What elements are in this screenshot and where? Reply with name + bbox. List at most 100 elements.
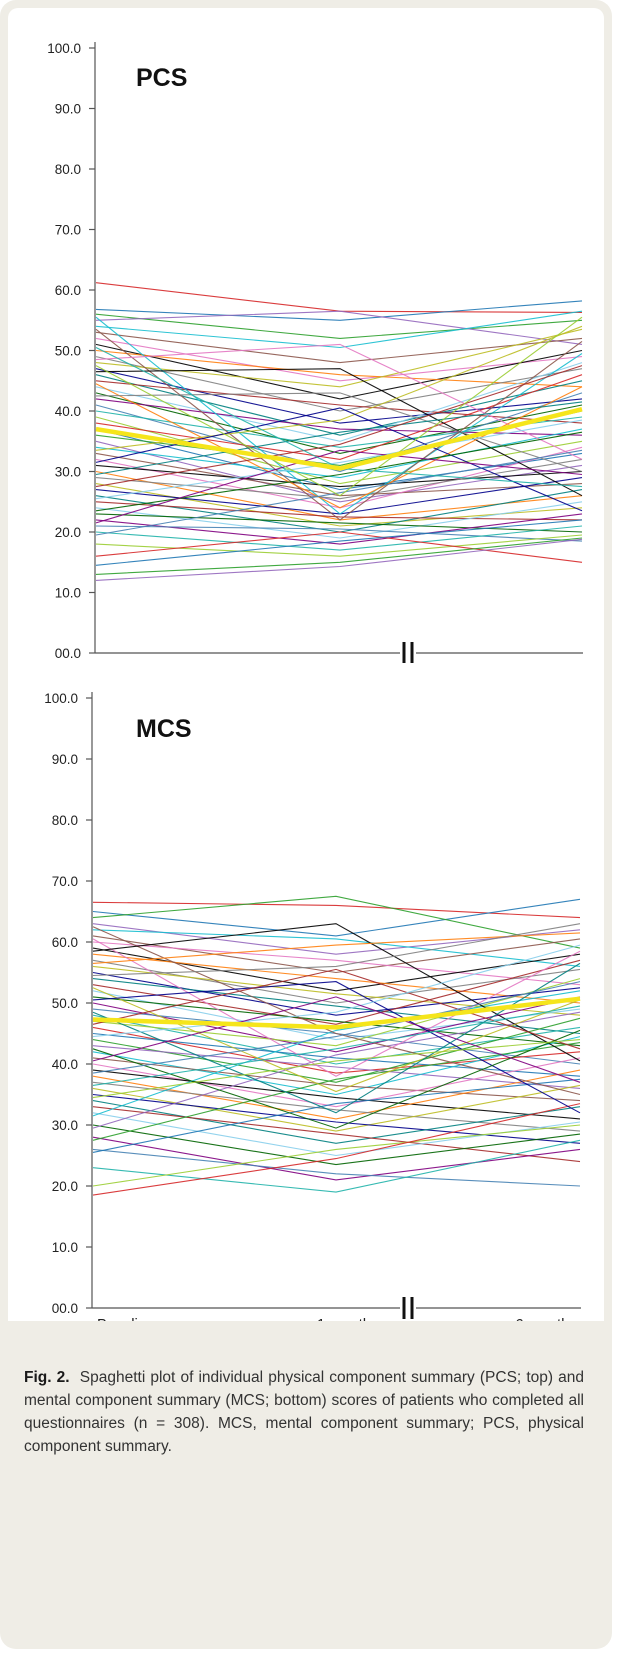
pcs-series-line xyxy=(95,310,583,349)
mcs-series-line xyxy=(92,962,581,1114)
pcs-series-line xyxy=(95,374,583,460)
mcs-series-line xyxy=(92,981,581,1074)
pcs-chart-title: PCS xyxy=(136,64,187,92)
pcs-y-tick-label: 100.0 xyxy=(47,41,81,56)
pcs-series-line xyxy=(95,458,583,500)
pcs-series-line xyxy=(95,337,583,382)
pcs-series-line xyxy=(95,501,583,521)
mcs-series-line xyxy=(92,1032,581,1077)
mcs-series-line xyxy=(92,978,581,1035)
mcs-series-line xyxy=(92,1069,581,1120)
pcs-series-line xyxy=(95,525,583,542)
mcs-series-line xyxy=(92,944,581,1038)
mcs-series-line xyxy=(92,1100,581,1144)
mcs-series-line xyxy=(92,929,581,967)
pcs-y-tick-label: 10.0 xyxy=(55,586,81,601)
pcs-series-line xyxy=(95,313,583,339)
pcs-y-tick-label: 50.0 xyxy=(55,344,81,359)
mcs-y-tick-label: 50.0 xyxy=(52,996,78,1011)
mcs-series-line xyxy=(92,1103,581,1196)
mcs-y-tick-label: 40.0 xyxy=(52,1057,78,1072)
mcs-chart-title: MCS xyxy=(136,715,192,743)
mcs-series-line xyxy=(92,923,581,1062)
pcs-y-tick-label: 90.0 xyxy=(55,102,81,117)
mcs-y-tick-label: 00.0 xyxy=(52,1301,78,1316)
pcs-series-line xyxy=(95,343,583,460)
mcs-series-line xyxy=(92,959,581,1025)
pcs-series-line xyxy=(95,449,583,536)
pcs-series-line xyxy=(95,416,583,485)
pcs-series-line xyxy=(95,328,583,521)
pcs-x-tick-label: Baseline xyxy=(100,661,158,663)
pcs-series-line xyxy=(95,316,583,515)
pcs-y-tick-label: 80.0 xyxy=(55,162,81,177)
pcs-series-line xyxy=(95,401,583,476)
mcs-y-tick-label: 30.0 xyxy=(52,1118,78,1133)
mcs-series-line xyxy=(92,990,581,1041)
pcs-series-line xyxy=(95,419,583,500)
mcs-y-tick-label: 20.0 xyxy=(52,1179,78,1194)
pcs-series-line xyxy=(95,440,583,503)
mcs-series-line xyxy=(92,941,581,986)
mcs-series-line xyxy=(92,1124,581,1187)
pcs-series-line xyxy=(95,537,583,575)
pcs-series-line xyxy=(95,362,583,442)
pcs-y-tick-label: 40.0 xyxy=(55,404,81,419)
pcs-series-line xyxy=(95,531,583,563)
pcs-chart-panel: 00.0 10.0 20.0 30.0 40.0 50.0 60.0 70.0 80.0 90.0… xyxy=(8,8,604,663)
pcs-series-line xyxy=(95,343,583,400)
mcs-y-tick-label: 90.0 xyxy=(52,752,78,767)
mcs-series-line xyxy=(92,1011,581,1129)
mcs-y-tick-label: 70.0 xyxy=(52,874,78,889)
mcs-mean-line xyxy=(92,996,581,1030)
mcs-series-line xyxy=(92,898,581,937)
pcs-series-line xyxy=(95,316,583,497)
mcs-series-line xyxy=(92,981,581,1114)
mcs-series-line xyxy=(92,901,581,919)
pcs-series-line xyxy=(95,300,583,321)
pcs-series-line xyxy=(95,368,583,424)
pcs-y-tick-label: 70.0 xyxy=(55,223,81,238)
mcs-series-line xyxy=(92,978,581,1047)
pcs-y-tick-label: 30.0 xyxy=(55,465,81,480)
pcs-series-line xyxy=(95,310,583,345)
pcs-series-line xyxy=(95,513,583,545)
pcs-series-line xyxy=(95,365,583,488)
mcs-series-line xyxy=(92,1124,581,1166)
mcs-series-line xyxy=(92,1039,581,1099)
mcs-x-tick-label: Baseline xyxy=(97,1316,155,1321)
figure-label: Fig. 2. xyxy=(24,1369,70,1386)
mcs-series-line xyxy=(92,1139,581,1193)
mcs-series-line xyxy=(92,1005,581,1086)
mcs-series-line xyxy=(92,1078,581,1153)
pcs-series-line xyxy=(95,538,583,581)
pcs-series-line xyxy=(95,356,583,412)
mcs-series-line xyxy=(92,990,581,1117)
mcs-series-line xyxy=(92,895,581,949)
mcs-series-line xyxy=(92,923,581,977)
pcs-series-line xyxy=(95,380,583,424)
mcs-series-line xyxy=(92,968,581,1050)
mcs-y-tick-label: 100.0 xyxy=(44,691,78,706)
mcs-x-tick-label: 6 months xyxy=(515,1316,577,1321)
pcs-series-line xyxy=(95,428,583,491)
mcs-series-line xyxy=(92,1045,581,1089)
mcs-series-line xyxy=(92,996,581,1083)
mcs-chart: 00.0 10.0 20.0 30.0 40.0 50.0 60.0 70.0 80.0 90.0… xyxy=(44,691,581,1321)
mcs-y-tick-label: 10.0 xyxy=(52,1240,78,1255)
mcs-series-line xyxy=(92,1017,581,1083)
pcs-series-line xyxy=(95,519,583,566)
mcs-y-tick-label: 80.0 xyxy=(52,813,78,828)
pcs-x-tick-label: 6 months xyxy=(517,661,579,663)
pcs-y-tick-label: 60.0 xyxy=(55,283,81,298)
mcs-series-line xyxy=(92,1026,581,1074)
pcs-series-line xyxy=(95,449,583,524)
mcs-series-line xyxy=(92,1029,581,1129)
figure-caption-text: Spaghetti plot of individual physical co… xyxy=(24,1369,584,1455)
figure-caption: Fig. 2. Spaghetti plot of individual phy… xyxy=(24,1366,584,1458)
mcs-series-line xyxy=(92,1084,581,1132)
pcs-y-tick-label: 00.0 xyxy=(55,646,81,661)
mcs-series-line xyxy=(92,996,581,1047)
pcs-series-line xyxy=(95,331,583,364)
mcs-series-line xyxy=(92,1069,581,1120)
